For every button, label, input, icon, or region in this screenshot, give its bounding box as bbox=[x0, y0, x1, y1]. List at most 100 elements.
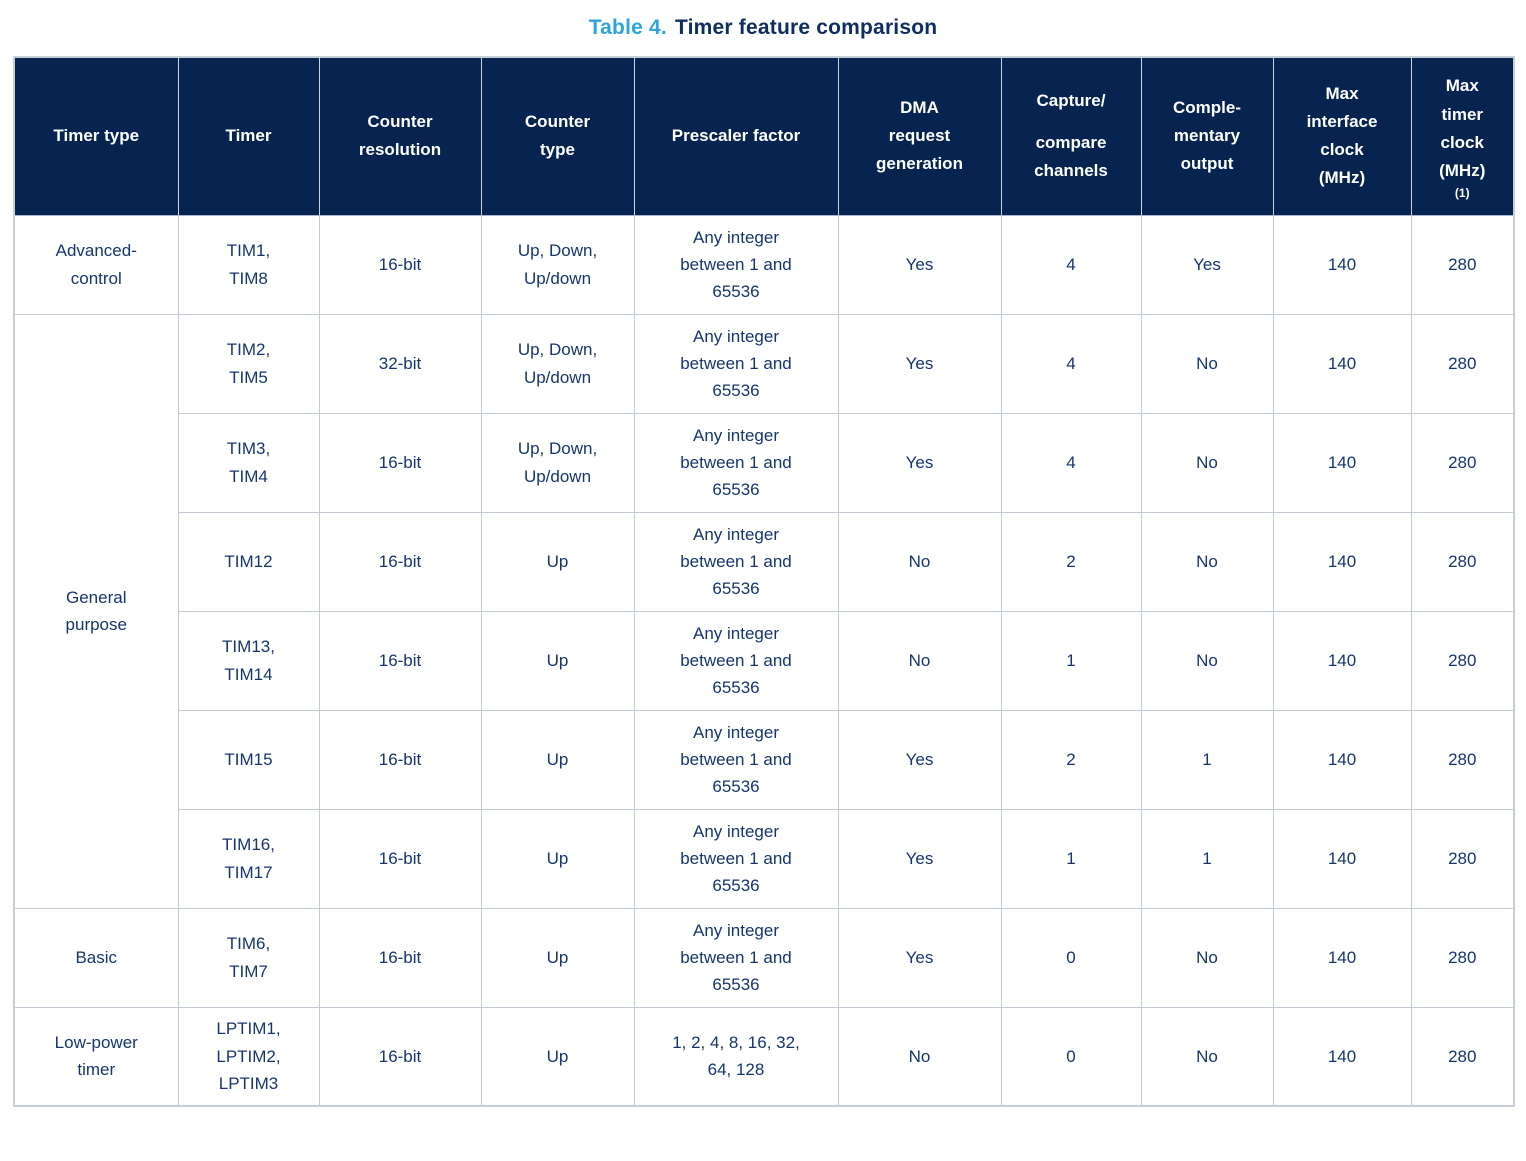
prescaler-factor-cell: Any integer between 1 and 65536 bbox=[633, 214, 839, 315]
max-interface-clock-cell: 140 bbox=[1272, 313, 1412, 414]
max-timer-clock-cell: 280 bbox=[1410, 907, 1515, 1008]
timer-cell: TIM13, TIM14 bbox=[177, 610, 320, 711]
max-timer-clock-cell: 280 bbox=[1410, 511, 1515, 612]
max-interface-clock-cell: 140 bbox=[1272, 709, 1412, 810]
counter-type-cell: Up bbox=[480, 511, 635, 612]
counter-type-cell: Up, Down, Up/down bbox=[480, 214, 635, 315]
counter-resolution-cell: 16-bit bbox=[318, 808, 482, 909]
max-timer-clock-cell: 280 bbox=[1410, 808, 1515, 909]
prescaler-factor-cell: Any integer between 1 and 65536 bbox=[633, 412, 839, 513]
complementary-output-cell: 1 bbox=[1140, 808, 1274, 909]
prescaler-factor-cell: 1, 2, 4, 8, 16, 32, 64, 128 bbox=[633, 1006, 839, 1107]
complementary-output-cell: No bbox=[1140, 907, 1274, 1008]
capture-compare-cell: 4 bbox=[1000, 214, 1142, 315]
table-caption-number: Table 4. bbox=[588, 16, 667, 39]
timer-cell: TIM6, TIM7 bbox=[177, 907, 320, 1008]
group-cell-advanced-control: Advanced- control bbox=[13, 214, 179, 315]
prescaler-factor-cell: Any integer between 1 and 65536 bbox=[633, 709, 839, 810]
header-counter-type: Counter type bbox=[480, 56, 635, 216]
capture-compare-cell: 1 bbox=[1000, 610, 1142, 711]
max-interface-clock-cell: 140 bbox=[1272, 214, 1412, 315]
counter-resolution-cell: 16-bit bbox=[318, 511, 482, 612]
dma-request-cell: No bbox=[837, 610, 1002, 711]
counter-resolution-cell: 16-bit bbox=[318, 1006, 482, 1107]
max-timer-clock-cell: 280 bbox=[1410, 1006, 1515, 1107]
timer-cell: TIM12 bbox=[177, 511, 320, 612]
max-interface-clock-cell: 140 bbox=[1272, 610, 1412, 711]
max-timer-clock-cell: 280 bbox=[1410, 709, 1515, 810]
header-timer: Timer bbox=[177, 56, 320, 216]
capture-compare-cell: 4 bbox=[1000, 412, 1142, 513]
capture-compare-cell: 4 bbox=[1000, 313, 1142, 414]
table-caption-title: Timer feature comparison bbox=[674, 16, 938, 39]
timer-feature-comparison-table: Timer type Timer Counter resolution Coun… bbox=[13, 56, 1515, 1107]
max-interface-clock-cell: 140 bbox=[1272, 808, 1412, 909]
header-dma-request-generation: DMA request generation bbox=[837, 56, 1002, 216]
header-complementary-output: Comple- mentary output bbox=[1140, 56, 1274, 216]
prescaler-factor-cell: Any integer between 1 and 65536 bbox=[633, 907, 839, 1008]
counter-resolution-cell: 16-bit bbox=[318, 907, 482, 1008]
counter-type-cell: Up bbox=[480, 1006, 635, 1107]
counter-type-cell: Up, Down, Up/down bbox=[480, 412, 635, 513]
complementary-output-cell: Yes bbox=[1140, 214, 1274, 315]
timer-cell: TIM1, TIM8 bbox=[177, 214, 320, 315]
timer-cell: TIM15 bbox=[177, 709, 320, 810]
table-row: TIM16, TIM17 16-bit Up Any integer betwe… bbox=[14, 808, 1515, 909]
group-cell-general-purpose: General purpose bbox=[13, 313, 179, 909]
dma-request-cell: Yes bbox=[837, 412, 1002, 513]
prescaler-factor-cell: Any integer between 1 and 65536 bbox=[633, 313, 839, 414]
prescaler-factor-cell: Any integer between 1 and 65536 bbox=[633, 808, 839, 909]
dma-request-cell: No bbox=[837, 511, 1002, 612]
counter-resolution-cell: 16-bit bbox=[318, 412, 482, 513]
capture-compare-cell: 2 bbox=[1000, 511, 1142, 612]
complementary-output-cell: 1 bbox=[1140, 709, 1274, 810]
header-max-interface-clock: Max interface clock (MHz) bbox=[1272, 56, 1412, 216]
capture-compare-cell: 2 bbox=[1000, 709, 1142, 810]
timer-cell: LPTIM1, LPTIM2, LPTIM3 bbox=[177, 1006, 320, 1107]
capture-compare-cell: 0 bbox=[1000, 1006, 1142, 1107]
counter-type-cell: Up bbox=[480, 709, 635, 810]
timer-cell: TIM2, TIM5 bbox=[177, 313, 320, 414]
prescaler-factor-cell: Any integer between 1 and 65536 bbox=[633, 610, 839, 711]
max-interface-clock-cell: 140 bbox=[1272, 412, 1412, 513]
timer-cell: TIM16, TIM17 bbox=[177, 808, 320, 909]
table-row: TIM3, TIM4 16-bit Up, Down, Up/down Any … bbox=[14, 412, 1515, 513]
table-row: Advanced- control TIM1, TIM8 16-bit Up, … bbox=[13, 214, 1515, 315]
header-counter-resolution: Counter resolution bbox=[318, 56, 482, 216]
table-row: TIM15 16-bit Up Any integer between 1 an… bbox=[14, 709, 1515, 810]
max-timer-clock-cell: 280 bbox=[1410, 412, 1515, 513]
header-capture-compare-channels: Capture/compare channels bbox=[1000, 56, 1142, 216]
header-row: Timer type Timer Counter resolution Coun… bbox=[13, 56, 1515, 216]
counter-resolution-cell: 16-bit bbox=[318, 214, 482, 315]
max-timer-clock-cell: 280 bbox=[1410, 313, 1515, 414]
table-row: General purpose TIM2, TIM5 32-bit Up, Do… bbox=[13, 313, 1515, 909]
capture-compare-cell: 0 bbox=[1000, 907, 1142, 1008]
dma-request-cell: Yes bbox=[837, 907, 1002, 1008]
dma-request-cell: Yes bbox=[837, 709, 1002, 810]
max-timer-clock-cell: 280 bbox=[1410, 214, 1515, 315]
table-row: TIM13, TIM14 16-bit Up Any integer betwe… bbox=[14, 610, 1515, 711]
table-row: Basic TIM6, TIM7 16-bit Up Any integer b… bbox=[13, 907, 1515, 1008]
dma-request-cell: Yes bbox=[837, 808, 1002, 909]
complementary-output-cell: No bbox=[1140, 610, 1274, 711]
complementary-output-cell: No bbox=[1140, 313, 1274, 414]
complementary-output-cell: No bbox=[1140, 1006, 1274, 1107]
group-cell-low-power-timer: Low-power timer bbox=[13, 1006, 179, 1107]
counter-type-cell: Up bbox=[480, 808, 635, 909]
counter-type-cell: Up bbox=[480, 907, 635, 1008]
prescaler-factor-cell: Any integer between 1 and 65536 bbox=[633, 511, 839, 612]
header-timer-type: Timer type bbox=[13, 56, 179, 216]
timer-cell: TIM3, TIM4 bbox=[177, 412, 320, 513]
counter-type-cell: Up, Down, Up/down bbox=[480, 313, 635, 414]
counter-resolution-cell: 32-bit bbox=[318, 313, 482, 414]
max-interface-clock-cell: 140 bbox=[1272, 1006, 1412, 1107]
header-prescaler-factor: Prescaler factor bbox=[633, 56, 839, 216]
complementary-output-cell: No bbox=[1140, 511, 1274, 612]
table-row: TIM12 16-bit Up Any integer between 1 an… bbox=[14, 511, 1515, 612]
capture-compare-cell: 1 bbox=[1000, 808, 1142, 909]
dma-request-cell: No bbox=[837, 1006, 1002, 1107]
table-row: Low-power timer LPTIM1, LPTIM2, LPTIM3 1… bbox=[13, 1006, 1515, 1107]
max-interface-clock-cell: 140 bbox=[1272, 907, 1412, 1008]
max-timer-clock-cell: 280 bbox=[1410, 610, 1515, 711]
